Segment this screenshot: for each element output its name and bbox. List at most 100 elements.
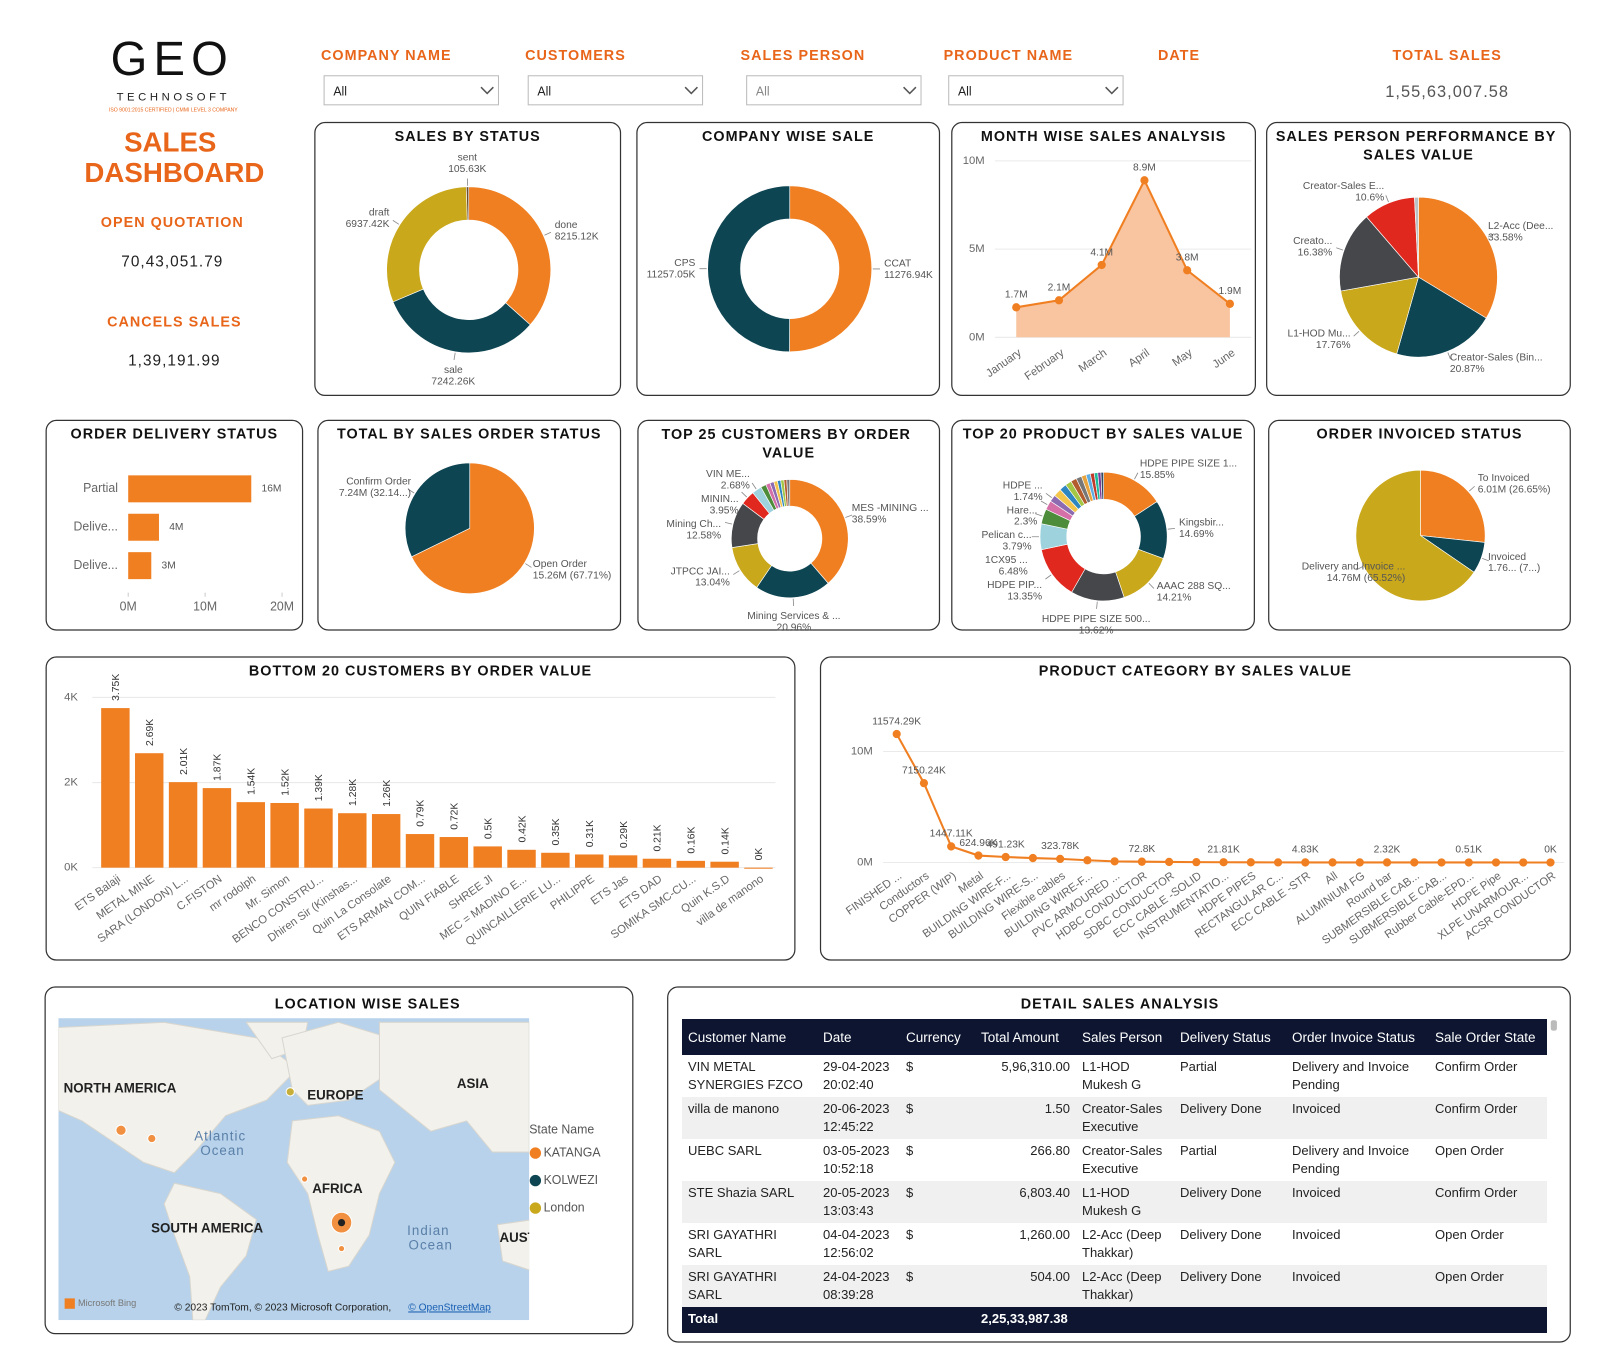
- y-tick-label: 10M: [963, 155, 985, 167]
- slice-value: 12.58%: [686, 530, 721, 541]
- y-tick-label: 4K: [64, 691, 78, 703]
- filter-dropdown[interactable]: [746, 75, 922, 106]
- bar: [338, 813, 367, 868]
- line-point: [1054, 296, 1064, 305]
- data-label: 0.5K: [483, 818, 494, 839]
- map-label: ASIA: [457, 1076, 489, 1091]
- column-header[interactable]: Date: [817, 1019, 900, 1055]
- map-title: LOCATION WISE SALES: [275, 996, 461, 1012]
- data-label: 1.52K: [280, 769, 291, 796]
- logo-subtitle: TECHNOSOFT: [117, 92, 230, 104]
- slice-value: 38.59%: [852, 514, 887, 525]
- filter-dropdown[interactable]: [527, 75, 704, 106]
- column-header[interactable]: Currency: [900, 1019, 975, 1055]
- map-label: AUSTRALIA: [499, 1230, 576, 1245]
- table-cell: Creator-Sales Executive: [1082, 1143, 1163, 1176]
- bar: [128, 475, 252, 503]
- slice-label: Delivery and Invoice ...: [1302, 561, 1406, 572]
- panel: [44, 986, 634, 1335]
- table-cell: $: [900, 1097, 975, 1139]
- slice-value: 6.01M (26.65%): [1478, 484, 1551, 495]
- map-bubble: [147, 1133, 157, 1144]
- bar: [642, 858, 672, 868]
- y-tick-label: 0K: [64, 862, 78, 874]
- slice-value: 15.26M (67.71%): [533, 571, 612, 582]
- table-cell: 04-04-2023 12:56:02: [823, 1227, 890, 1260]
- pie-slice: [1396, 276, 1487, 358]
- bar: [270, 802, 299, 868]
- dropdown-chevron: [903, 86, 917, 95]
- column-header[interactable]: Sale Order State: [1429, 1019, 1547, 1055]
- panel: [45, 656, 796, 961]
- data-label: 0.14K: [720, 827, 731, 854]
- x-tick-label: 20M: [270, 599, 294, 613]
- column-header[interactable]: Order Invoice Status: [1286, 1019, 1429, 1055]
- column-header[interactable]: Delivery Status: [1174, 1019, 1286, 1055]
- line-point: [1328, 858, 1337, 867]
- logo: GEO: [111, 33, 234, 86]
- data-label: 0.79K: [416, 800, 427, 827]
- data-label: 0.51K: [1455, 845, 1482, 856]
- filter-dropdown[interactable]: [948, 75, 1124, 106]
- leader-line: [1045, 574, 1052, 580]
- map-label: Indian Ocean: [407, 1222, 454, 1252]
- line-point: [1225, 299, 1235, 308]
- map-label: AFRICA: [312, 1181, 363, 1196]
- chart-title: ORDER INVOICED STATUS: [1316, 427, 1522, 443]
- slice-value: 13.35%: [1007, 591, 1042, 602]
- pie-slice: [465, 186, 470, 221]
- data-label: 3M: [162, 560, 176, 571]
- table-cell: [900, 1307, 975, 1333]
- table-cell: UEBC SARL: [688, 1143, 762, 1158]
- bar: [439, 837, 469, 868]
- data-label: 1.39K: [314, 774, 325, 801]
- table-cell: Partial: [1180, 1059, 1217, 1074]
- slice-label: MES -MINING ...: [852, 503, 929, 514]
- map-label: NORTH AMERICA: [64, 1080, 177, 1095]
- slice-label: HDPE PIP...: [987, 580, 1042, 591]
- slice-label: Creator-Sales E...: [1303, 181, 1384, 192]
- panel: [951, 419, 1255, 631]
- column-header[interactable]: Sales Person: [1076, 1019, 1174, 1055]
- slice-label: L1-HOD Mu...: [1288, 328, 1351, 339]
- bar: [128, 513, 159, 541]
- leader-line: [741, 491, 748, 498]
- column-header[interactable]: Customer Name: [682, 1019, 817, 1055]
- pie-slice: [1414, 196, 1419, 278]
- leader-line: [724, 521, 733, 525]
- slice-value: 10.6%: [1355, 192, 1384, 203]
- bar: [608, 855, 638, 868]
- filter-label: DATE: [1158, 48, 1200, 64]
- data-label: 1.26K: [382, 780, 393, 807]
- table-cell: $: [900, 1265, 975, 1307]
- filter-dropdown[interactable]: [323, 75, 499, 106]
- leader-line: [1096, 601, 1098, 609]
- data-label: 1.9M: [1219, 286, 1242, 297]
- map-land: [163, 1182, 258, 1321]
- scrollbar: [1550, 1020, 1557, 1031]
- y-tick-label: 10M: [851, 745, 873, 757]
- map-attribution-link[interactable]: © OpenStreetMap: [408, 1302, 491, 1313]
- slice-value: 6.48%: [999, 566, 1028, 577]
- slice-label: Pelican c...: [981, 530, 1031, 541]
- map-bubble: [115, 1124, 127, 1136]
- line-point: [1546, 858, 1555, 867]
- filter-value: All: [537, 85, 551, 99]
- leader-line: [1035, 513, 1043, 517]
- leader-line: [544, 231, 552, 236]
- column-header[interactable]: Total Amount: [975, 1019, 1076, 1055]
- data-label: 0.42K: [517, 815, 528, 842]
- table-cell: 03-05-2023 10:52:18: [823, 1143, 890, 1176]
- slice-value: 13.62%: [1079, 625, 1114, 636]
- data-label: 72.8K: [1128, 844, 1155, 855]
- data-label: 624.96K: [959, 838, 997, 849]
- table-cell: Confirm Order: [1435, 1059, 1518, 1074]
- slice-label: CPS: [674, 258, 695, 269]
- panel: [951, 121, 1256, 397]
- line-point: [1056, 854, 1065, 864]
- panel: [1266, 121, 1571, 397]
- legend-label: KOLWEZI: [544, 1173, 598, 1187]
- y-tick-label: Partial: [83, 481, 118, 495]
- pie-slice: [789, 185, 872, 353]
